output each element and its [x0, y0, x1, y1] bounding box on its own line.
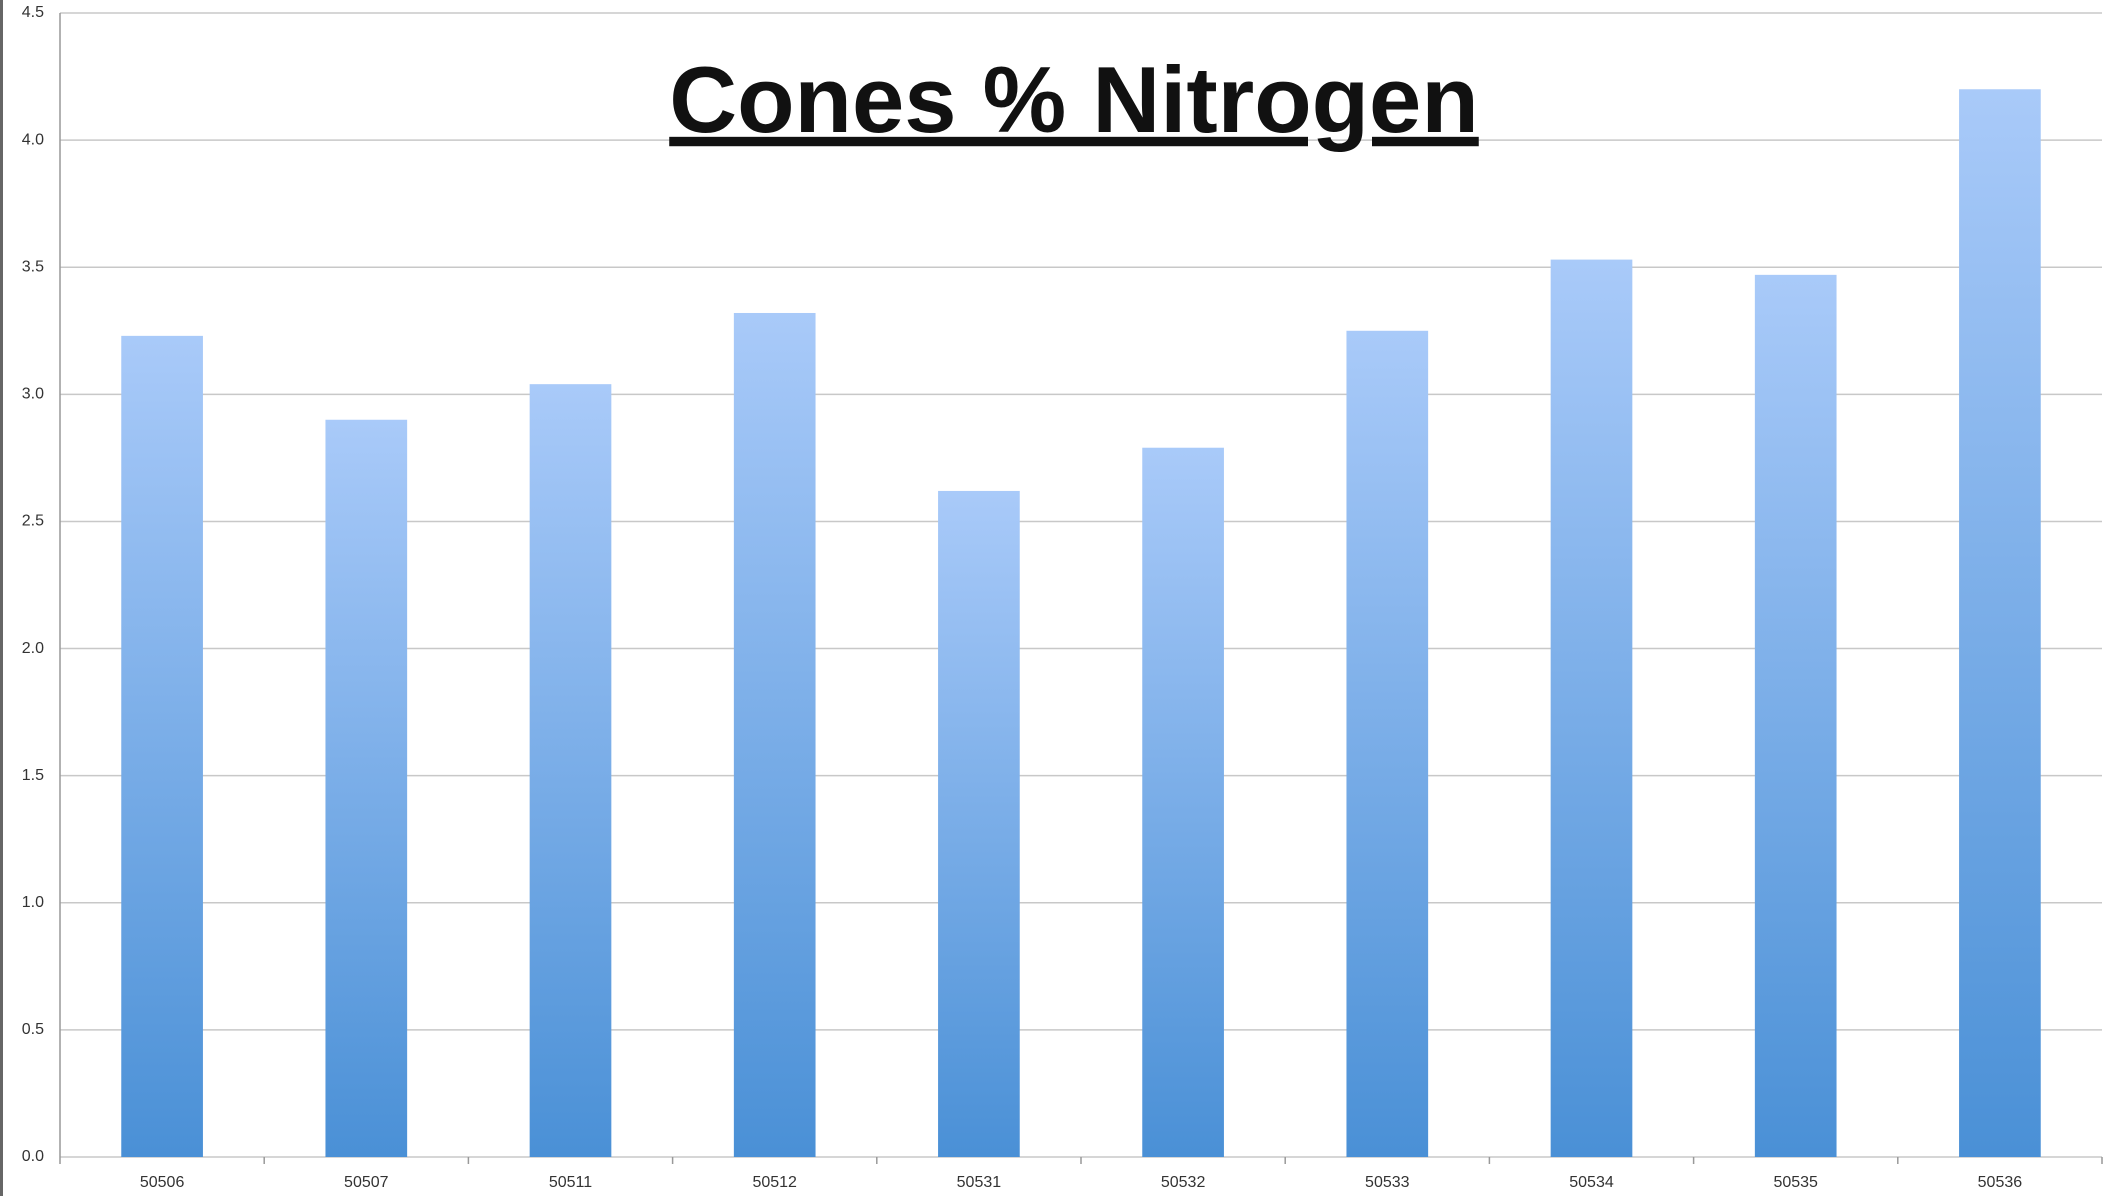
labels: 0.0 0.5 1.0 1.5 2.0 2.5 3.0 3.5 4.0 4.5 50506 50507…	[22, 4, 2022, 1191]
x-tick-label: 50536	[1978, 1174, 2023, 1191]
bars	[121, 89, 2041, 1158]
y-tick-label: 3.0	[22, 386, 44, 403]
x-tick-label: 50512	[752, 1174, 797, 1191]
x-tick-label: 50533	[1365, 1174, 1410, 1191]
x-tick-label: 50507	[344, 1174, 389, 1191]
frame-edge	[0, 0, 3, 1196]
x-tick-label: 50511	[549, 1174, 592, 1191]
bar	[1142, 447, 1224, 1158]
bar	[1346, 330, 1429, 1157]
x-tick-label: 50535	[1773, 1174, 1818, 1191]
x-tick-label: 50534	[1569, 1174, 1614, 1191]
x-tick-label: 50532	[1161, 1174, 1206, 1191]
bar	[1754, 274, 1837, 1157]
bar	[1550, 259, 1633, 1157]
bar	[938, 490, 1020, 1158]
bar	[529, 384, 612, 1158]
bar	[733, 312, 816, 1158]
y-tick-label: 2.5	[22, 513, 44, 530]
x-tick-label: 50531	[957, 1174, 1002, 1191]
y-tick-label: 2.0	[22, 640, 44, 657]
chart-title: Cones % Nitrogen	[669, 47, 1479, 152]
y-tick-label: 0.0	[22, 1148, 44, 1165]
y-tick-label: 1.0	[22, 894, 44, 911]
bar	[121, 335, 203, 1158]
x-tick-label: 50506	[140, 1174, 185, 1191]
y-tick-label: 1.5	[22, 767, 44, 784]
y-tick-label: 0.5	[22, 1021, 44, 1038]
y-tick-label: 4.0	[22, 131, 44, 148]
y-tick-label: 4.5	[22, 4, 44, 21]
y-tick-label: 3.5	[22, 258, 44, 275]
bar	[325, 419, 408, 1157]
bar	[1959, 89, 2041, 1157]
